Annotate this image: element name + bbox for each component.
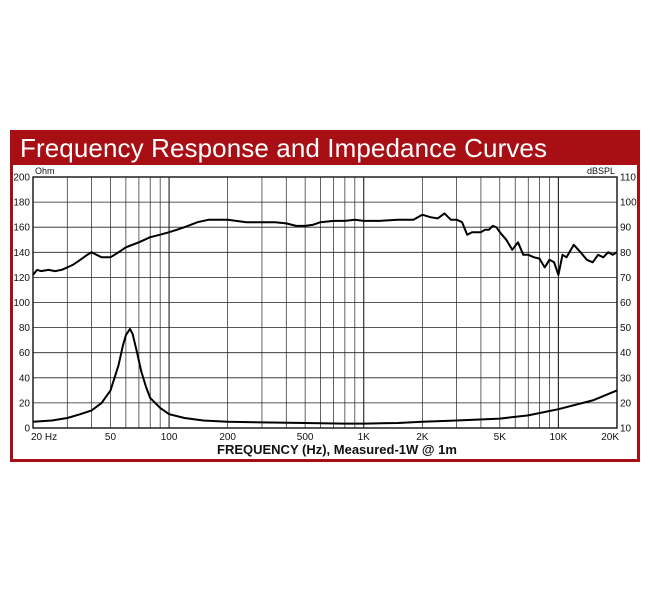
y-left-tick-label: 20 — [19, 398, 31, 409]
x-tick-label: 50 — [105, 432, 117, 443]
x-tick-label: 200 — [219, 432, 236, 443]
y-right-tick-label: 50 — [620, 323, 632, 334]
y-right-tick-label: 60 — [620, 298, 632, 309]
y-right-tick-label: 20 — [620, 398, 632, 409]
y-left-tick-label: 40 — [19, 373, 31, 384]
y-right-tick-label: 40 — [620, 348, 632, 359]
y-left-tick-label: 180 — [13, 198, 30, 209]
y-right-tick-label: 70 — [620, 273, 632, 284]
x-tick-label: 2K — [416, 432, 429, 443]
y-right-tick-label: 110 — [620, 173, 636, 184]
x-tick-label: 20 Hz — [31, 432, 57, 443]
y-left-tick-label: 120 — [13, 273, 30, 284]
x-tick-label: 5K — [494, 432, 507, 443]
spl-curve — [32, 212, 618, 276]
x-axis-label: FREQUENCY (Hz), Measured-1W @ 1m — [217, 442, 457, 457]
y-left-tick-label: 0 — [24, 424, 30, 435]
grid — [32, 176, 618, 429]
y-left-tick-label: 100 — [13, 298, 30, 309]
y-right-tick-label: 90 — [620, 223, 632, 234]
y-right-tick-label: 10 — [620, 424, 632, 435]
y-left-unit-label: Ohm — [35, 166, 55, 176]
y-left-tick-label: 80 — [19, 323, 31, 334]
ticks: 0 20 40 60 80 100 120 140 160 180 200 10 20 30 40 50 60 7… — [13, 173, 637, 444]
plot-border — [32, 176, 618, 429]
y-left-tick-label: 160 — [13, 223, 30, 234]
impedance-curve — [32, 327, 618, 425]
y-right-tick-label: 30 — [620, 373, 632, 384]
curves — [32, 212, 618, 425]
y-left-tick-label: 60 — [19, 348, 31, 359]
y-right-tick-label: 100 — [620, 198, 637, 209]
x-tick-label: 10K — [550, 432, 568, 443]
y-left-tick-label: 200 — [13, 173, 30, 184]
chart-title: Frequency Response and Impedance Curves — [20, 133, 548, 163]
x-tick-label: 20K — [601, 432, 619, 443]
x-tick-label: 500 — [297, 432, 314, 443]
plot-area — [13, 165, 637, 459]
x-tick-label: 1K — [358, 432, 371, 443]
y-left-tick-label: 140 — [13, 248, 30, 259]
y-right-tick-label: 80 — [620, 248, 632, 259]
y-right-unit-label: dBSPL — [587, 166, 615, 176]
x-tick-label: 100 — [161, 432, 178, 443]
